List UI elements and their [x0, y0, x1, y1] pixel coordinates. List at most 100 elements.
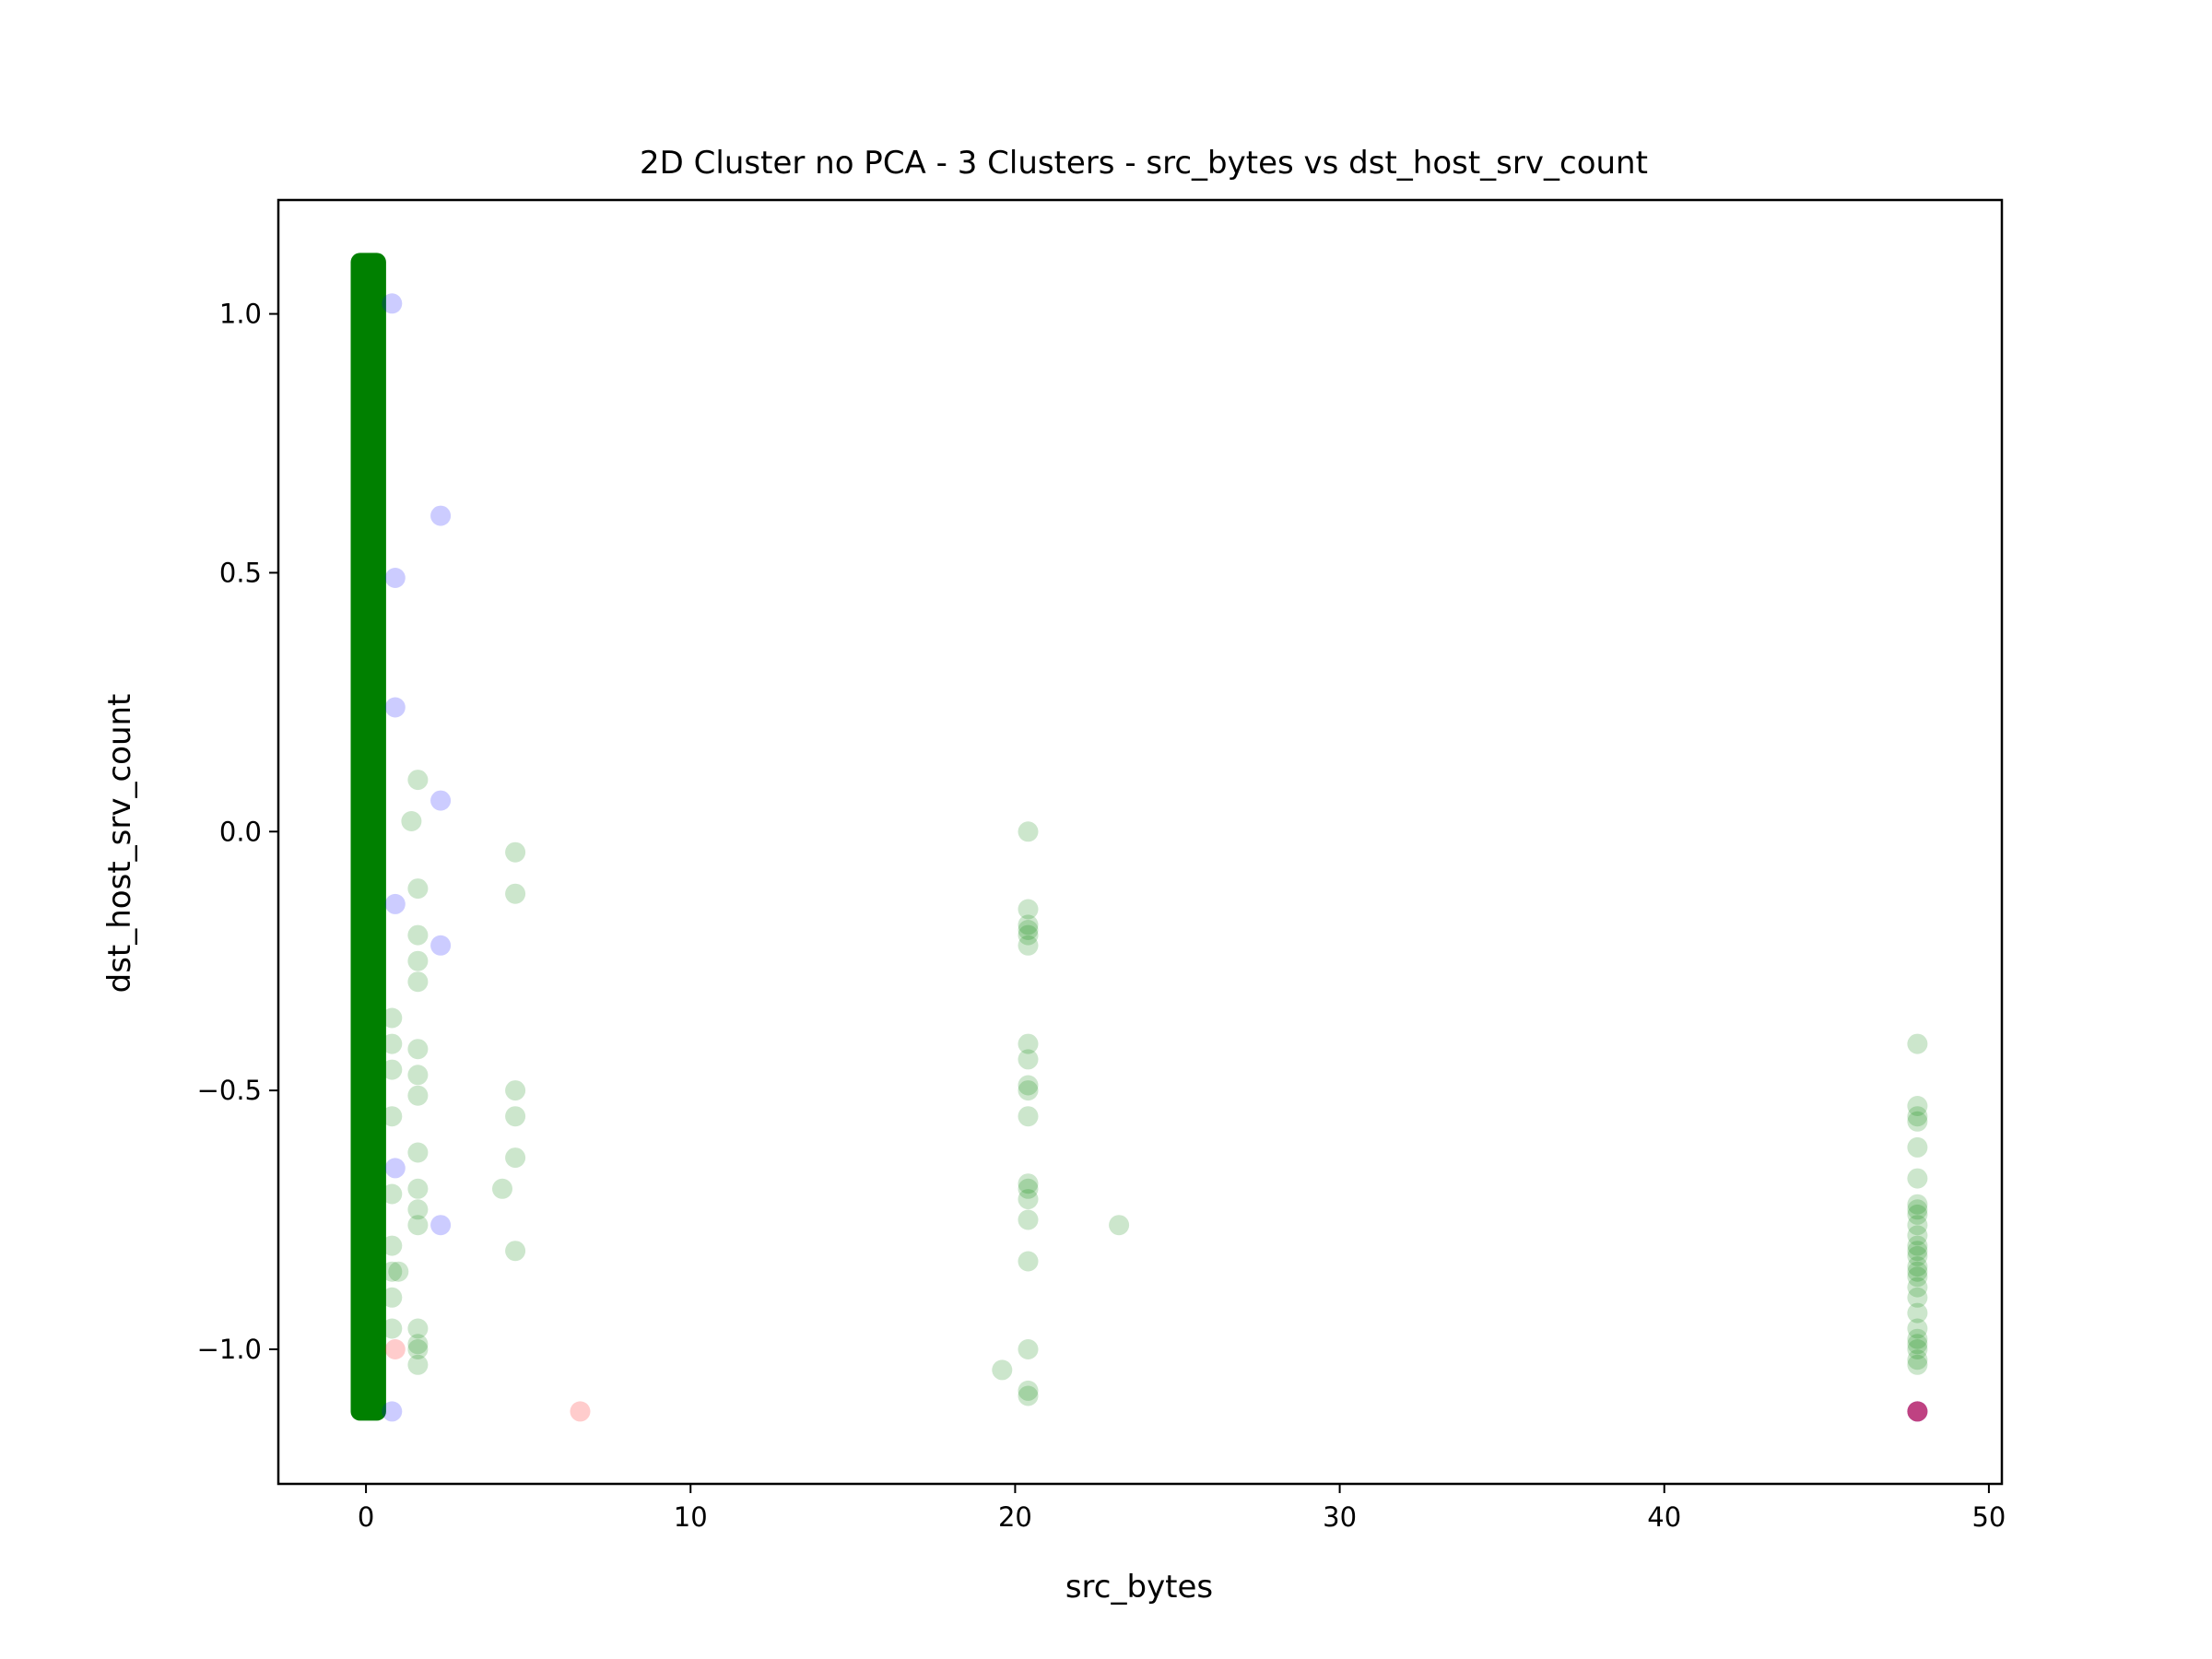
- data-point: [1907, 1225, 1928, 1246]
- data-point: [1907, 1204, 1928, 1225]
- x-tick-label: 40: [1647, 1501, 1681, 1533]
- data-point: [1907, 1339, 1928, 1359]
- y-tick-label: −1.0: [197, 1334, 262, 1365]
- data-point: [1907, 1277, 1928, 1298]
- data-point: [382, 1318, 403, 1339]
- data-point: [1907, 1401, 1928, 1422]
- data-point: [1907, 1215, 1928, 1236]
- y-tick-label: 1.0: [219, 299, 262, 330]
- data-point: [505, 1147, 526, 1169]
- x-tick-label: 0: [358, 1501, 374, 1533]
- y-tick-label: −0.5: [197, 1075, 262, 1106]
- data-point: [1018, 920, 1039, 940]
- data-point: [382, 1401, 403, 1422]
- data-point: [407, 950, 429, 971]
- data-point: [1907, 1111, 1928, 1132]
- data-point: [407, 1339, 429, 1359]
- data-point: [1018, 899, 1039, 920]
- dense-point-band: [350, 253, 386, 1421]
- data-point: [505, 1080, 526, 1101]
- data-point: [382, 293, 403, 314]
- data-point: [384, 893, 406, 914]
- data-point: [1907, 1033, 1928, 1054]
- data-point: [407, 770, 429, 791]
- data-point: [407, 1178, 429, 1199]
- data-point: [1018, 821, 1039, 842]
- data-point: [1018, 1033, 1039, 1054]
- data-point: [382, 1059, 403, 1080]
- x-tick-label: 30: [1323, 1501, 1357, 1533]
- data-point: [1018, 1385, 1039, 1406]
- x-axis-label: src_bytes: [1065, 1569, 1213, 1606]
- data-point: [1907, 1349, 1928, 1371]
- x-tick-label: 10: [674, 1501, 708, 1533]
- data-point: [407, 1334, 429, 1355]
- data-point: [1018, 1251, 1039, 1272]
- data-point: [1018, 1209, 1039, 1230]
- data-point: [401, 811, 422, 831]
- data-point: [1907, 1136, 1928, 1158]
- data-point: [407, 878, 429, 900]
- data-point: [570, 1401, 591, 1422]
- data-point: [1907, 1256, 1928, 1277]
- x-tick-label: 20: [998, 1501, 1032, 1533]
- y-axis-label: dst_host_srv_count: [101, 694, 138, 994]
- data-point: [505, 841, 526, 863]
- data-point: [407, 971, 429, 993]
- data-point: [382, 1033, 403, 1054]
- data-point: [1907, 1401, 1928, 1422]
- data-point: [1907, 1199, 1928, 1220]
- data-point: [1907, 1261, 1928, 1282]
- axis-ticks: 0 10 20 30 40 50 −1.0 −0.5 0.0 0.5 1.0: [197, 299, 2006, 1533]
- data-point: [382, 1261, 403, 1282]
- data-point: [407, 1318, 429, 1339]
- data-point: [407, 1215, 429, 1236]
- data-point: [1907, 1401, 1928, 1422]
- data-point: [382, 1183, 403, 1205]
- data-point: [1907, 1266, 1928, 1288]
- data-point: [1018, 1049, 1039, 1070]
- data-point: [430, 1215, 452, 1236]
- data-point: [382, 1007, 403, 1029]
- data-point: [505, 1241, 526, 1262]
- data-point: [1018, 935, 1039, 956]
- data-point: [1018, 1080, 1039, 1101]
- data-point: [407, 1354, 429, 1375]
- data-point: [992, 1359, 1013, 1381]
- plot-frame: [276, 198, 2004, 1486]
- y-tick-label: 0.5: [219, 557, 262, 588]
- data-point: [1907, 1401, 1928, 1422]
- data-point: [1907, 1354, 1928, 1375]
- data-points: [350, 253, 1928, 1422]
- data-point: [1018, 1189, 1039, 1210]
- data-point: [1907, 1096, 1928, 1116]
- data-point: [1018, 1339, 1039, 1359]
- data-point: [1907, 1328, 1928, 1349]
- data-point: [1907, 1168, 1928, 1189]
- data-point: [1018, 1106, 1039, 1127]
- chart-title: 2D Cluster no PCA - 3 Clusters - src_byt…: [640, 145, 1648, 182]
- data-point: [1018, 1173, 1039, 1194]
- data-point: [1907, 1106, 1928, 1127]
- data-point: [430, 505, 452, 526]
- data-point: [1018, 924, 1039, 946]
- data-point: [384, 697, 406, 718]
- data-point: [1907, 1318, 1928, 1339]
- data-point: [430, 935, 452, 956]
- data-point: [1907, 1194, 1928, 1215]
- data-point: [407, 1142, 429, 1163]
- data-point: [1907, 1302, 1928, 1324]
- data-point: [1907, 1401, 1928, 1422]
- data-point: [1907, 1334, 1928, 1355]
- data-point: [492, 1178, 512, 1199]
- data-point: [1907, 1287, 1928, 1308]
- data-point: [1018, 914, 1039, 935]
- data-point: [382, 1106, 403, 1127]
- data-point: [505, 1106, 526, 1127]
- data-point: [407, 1199, 429, 1220]
- data-point: [407, 1065, 429, 1086]
- data-point: [1018, 1178, 1039, 1199]
- data-point: [1907, 1241, 1928, 1262]
- data-point: [1907, 1245, 1928, 1266]
